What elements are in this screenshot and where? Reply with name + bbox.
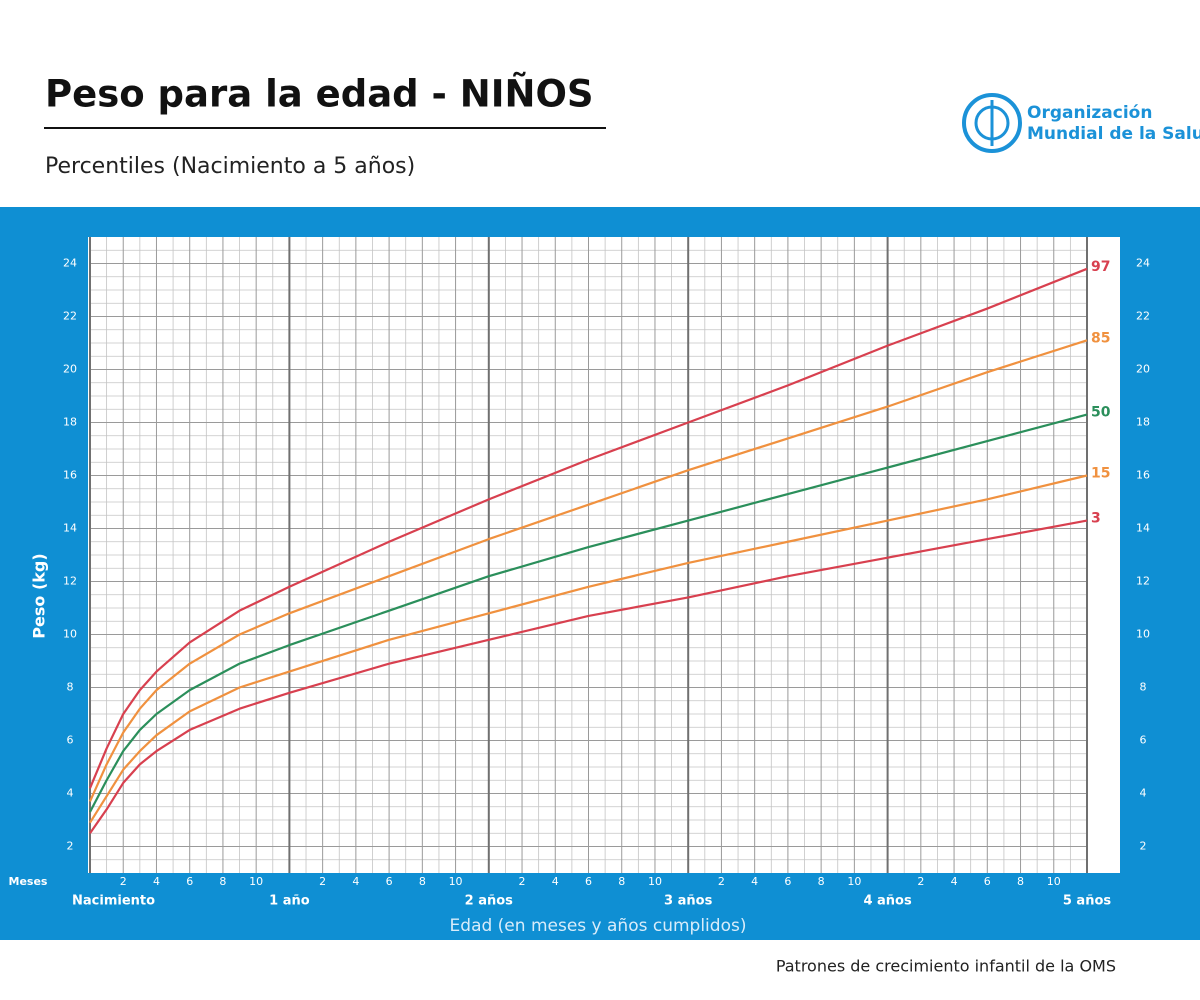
y-tick-label: 10 [63,628,77,641]
y-tick-label: 16 [1136,469,1150,482]
y-axis-label: Peso (kg) [30,553,49,638]
x-major-tick-label: 5 años [1063,894,1112,909]
y-tick-label: 22 [1136,310,1150,323]
x-major-tick-label: Nacimiento [72,894,155,909]
logo-text: Mundial de la Salud [1027,124,1200,144]
x-tick-label: 4 [951,875,958,888]
y-tick-label: 20 [63,363,77,376]
x-tick-label: 2 [319,875,326,888]
x-tick-label: 6 [784,875,791,888]
footer: Patrones de crecimiento infantil de la O… [776,957,1116,976]
x-tick-label: 4 [153,875,160,888]
x-major-tick-label: 3 años [664,894,713,909]
series-label: 85 [1091,330,1110,346]
series-label: 3 [1091,511,1101,527]
grid [89,237,1088,873]
x-tick-label: 10 [449,875,463,888]
x-unit-label: Meses [9,875,48,888]
y-tick-label: 12 [1136,575,1150,588]
x-tick-label: 2 [917,875,924,888]
x-tick-label: 10 [847,875,861,888]
y-tick-label: 6 [67,734,74,747]
percentile-line [89,519,1088,834]
percentile-line [88,339,1088,802]
x-tick-label: 8 [419,875,426,888]
x-tick-label: 2 [519,875,526,888]
y-tick-label: 2 [1140,840,1147,853]
x-major-tick-label: 4 años [863,894,912,909]
y-tick-label: 12 [63,575,77,588]
y-tick-label: 16 [63,469,77,482]
x-major-tick-label: 2 años [465,894,514,909]
x-tick-label: 8 [1017,875,1024,888]
y-tick-label: 18 [63,416,77,429]
chart-subtitle: Percentiles (Nacimiento a 5 años) [45,154,415,179]
y-tick-label: 18 [1136,416,1150,429]
logo-text: Organización [1027,103,1152,123]
x-tick-label: 6 [984,875,991,888]
y-tick-label: 10 [1136,628,1150,641]
x-tick-label: 10 [1047,875,1061,888]
x-tick-label: 2 [718,875,725,888]
y-tick-label: 24 [1136,257,1150,270]
percentile-line [89,413,1088,813]
x-tick-label: 8 [219,875,226,888]
x-tick-label: 4 [751,875,758,888]
x-tick-label: 8 [818,875,825,888]
y-tick-label: 4 [67,787,74,800]
y-tick-label: 4 [1140,787,1147,800]
chart-title: Peso para la edad - NIÑOS [45,72,594,116]
y-tick-label: 8 [67,681,74,694]
y-tick-label: 14 [1136,522,1150,535]
y-tick-label: 22 [63,310,77,323]
x-tick-label: 2 [120,875,127,888]
y-tick-label: 8 [1140,681,1147,694]
x-tick-label: 4 [352,875,359,888]
percentile-line [89,474,1088,824]
y-tick-label: 20 [1136,363,1150,376]
series-label: 50 [1091,405,1111,421]
x-tick-label: 6 [186,875,193,888]
x-axis-label: Edad (en meses y años cumplidos) [450,916,747,936]
percentile-line [88,267,1088,789]
series-label: 15 [1091,466,1110,482]
x-tick-label: 10 [249,875,263,888]
logo: Organización Mundial de la Salud [962,93,1200,153]
x-tick-label: 6 [386,875,393,888]
x-tick-label: 10 [648,875,662,888]
y-tick-label: 6 [1140,734,1147,747]
marks [88,267,1088,834]
series-label: 97 [1091,259,1110,275]
y-tick-label: 2 [67,840,74,853]
x-major-tick-label: 1 año [269,894,310,909]
y-tick-label: 24 [63,257,77,270]
x-tick-label: 4 [552,875,559,888]
y-tick-label: 14 [63,522,77,535]
x-tick-label: 6 [585,875,592,888]
x-tick-label: 8 [618,875,625,888]
